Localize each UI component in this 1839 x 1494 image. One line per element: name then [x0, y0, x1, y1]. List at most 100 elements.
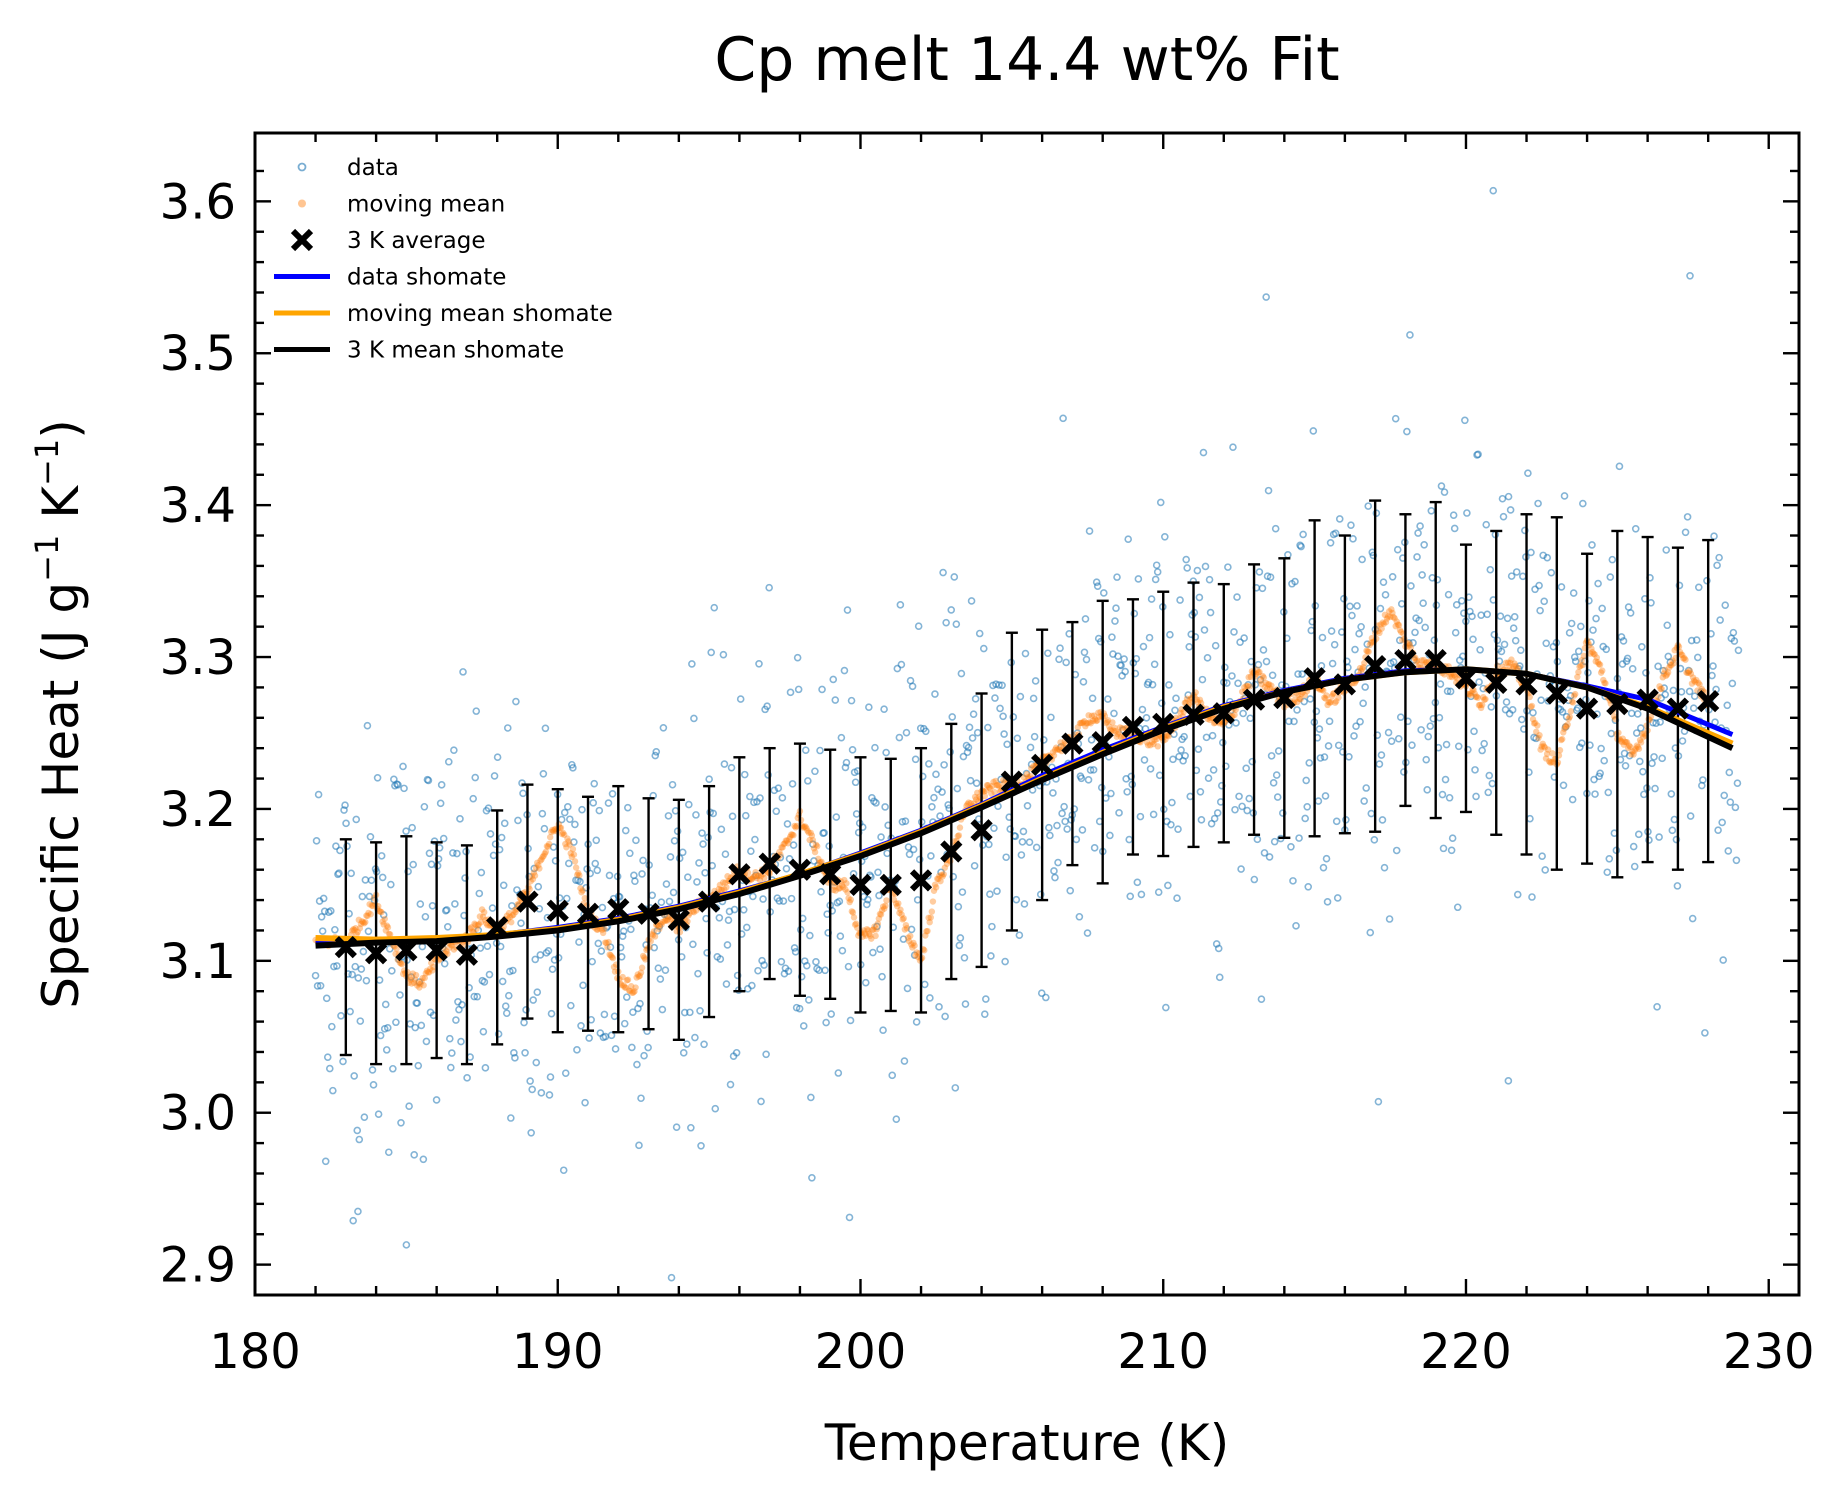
- data-point: [1652, 719, 1660, 728]
- data-point: [698, 829, 706, 837]
- data-point: [341, 801, 349, 810]
- data-point: [741, 811, 750, 820]
- moving-mean-point: [446, 944, 453, 951]
- data-point: [336, 846, 344, 855]
- data-point: [822, 1018, 830, 1027]
- moving-mean-point: [1639, 730, 1646, 738]
- moving-mean-point: [1698, 685, 1705, 693]
- data-point: [532, 1058, 541, 1067]
- data-point: [689, 940, 697, 949]
- data-point: [938, 788, 946, 796]
- data-point: [577, 1022, 585, 1030]
- moving-mean-point: [577, 885, 584, 892]
- data-point: [1059, 414, 1067, 423]
- data-point: [948, 713, 957, 721]
- data-point: [1355, 629, 1363, 638]
- data-point: [497, 833, 506, 842]
- moving-mean-point: [872, 932, 879, 940]
- average-marker: [546, 899, 569, 922]
- data-point: [661, 966, 670, 975]
- moving-mean-point: [850, 914, 858, 921]
- data-point: [623, 803, 632, 812]
- data-point: [784, 967, 793, 975]
- data-point: [491, 840, 500, 848]
- data-point: [453, 849, 461, 858]
- data-point: [1687, 636, 1696, 645]
- data-point: [396, 991, 404, 999]
- data-point: [313, 982, 322, 990]
- data-point: [1325, 717, 1334, 726]
- data-point: [1357, 622, 1365, 631]
- moving-mean-point: [1326, 699, 1333, 706]
- data-point: [898, 817, 907, 826]
- x-tick-label: 220: [1420, 1324, 1512, 1380]
- moving-mean-point: [1450, 671, 1458, 679]
- data-point: [975, 629, 984, 638]
- moving-mean-point: [1154, 743, 1162, 750]
- data-point: [1658, 754, 1666, 763]
- average-marker: [516, 890, 539, 913]
- data-point: [1287, 842, 1295, 851]
- data-point: [979, 644, 988, 653]
- data-point: [1112, 604, 1120, 612]
- data-point: [1162, 1003, 1170, 1012]
- data-point: [1236, 638, 1244, 646]
- data-point: [1654, 662, 1662, 671]
- data-point: [595, 806, 604, 815]
- data-point: [1503, 614, 1512, 623]
- data-point: [1669, 686, 1678, 695]
- moving-mean-point: [1468, 689, 1475, 697]
- moving-mean-point: [601, 925, 608, 932]
- moving-mean-point: [914, 953, 921, 961]
- data-point: [1253, 835, 1262, 844]
- data-point: [1284, 550, 1292, 559]
- data-point: [996, 704, 1004, 713]
- data-point: [651, 751, 660, 760]
- moving-mean-point: [868, 935, 875, 942]
- moving-mean-point: [907, 932, 914, 940]
- moving-mean-point: [783, 837, 791, 844]
- data-point: [722, 980, 731, 988]
- moving-mean-point: [471, 920, 478, 927]
- average-marker: [728, 863, 751, 886]
- moving-mean-point: [1057, 739, 1064, 746]
- moving-mean-point: [1111, 724, 1118, 731]
- data-point: [1060, 802, 1068, 811]
- moving-mean-point: [1580, 652, 1588, 660]
- moving-mean-point: [1088, 712, 1096, 720]
- moving-mean-point: [1575, 668, 1582, 676]
- data-point: [1127, 772, 1136, 781]
- moving-mean-point: [622, 984, 630, 991]
- data-point: [425, 849, 434, 858]
- moving-mean-point: [430, 963, 437, 971]
- data-point: [967, 597, 976, 605]
- moving-mean-point: [634, 971, 641, 978]
- moving-mean-point: [751, 872, 758, 880]
- data-point: [909, 845, 918, 854]
- data-point: [1121, 667, 1129, 676]
- moving-mean-point: [611, 968, 619, 975]
- moving-mean-point: [1396, 626, 1404, 634]
- data-point: [494, 1030, 503, 1038]
- data-point: [1019, 827, 1028, 836]
- data-point: [1469, 635, 1477, 644]
- data-point: [1053, 821, 1061, 830]
- data-point: [419, 1155, 428, 1164]
- moving-mean-point: [367, 911, 374, 918]
- data-point: [389, 1064, 397, 1073]
- data-point: [424, 776, 433, 785]
- data-point: [966, 776, 975, 785]
- data-point: [1000, 730, 1008, 738]
- moving-mean-point: [354, 928, 361, 936]
- moving-mean-point: [661, 917, 668, 925]
- data-point: [363, 721, 372, 730]
- data-point: [1120, 655, 1128, 663]
- moving-mean-point: [1467, 691, 1474, 699]
- data-point: [1375, 760, 1384, 768]
- moving-mean-point: [1550, 759, 1557, 766]
- moving-mean-point: [716, 881, 724, 889]
- data-point: [1396, 713, 1405, 722]
- data-point: [382, 1046, 391, 1054]
- data-point: [407, 973, 415, 981]
